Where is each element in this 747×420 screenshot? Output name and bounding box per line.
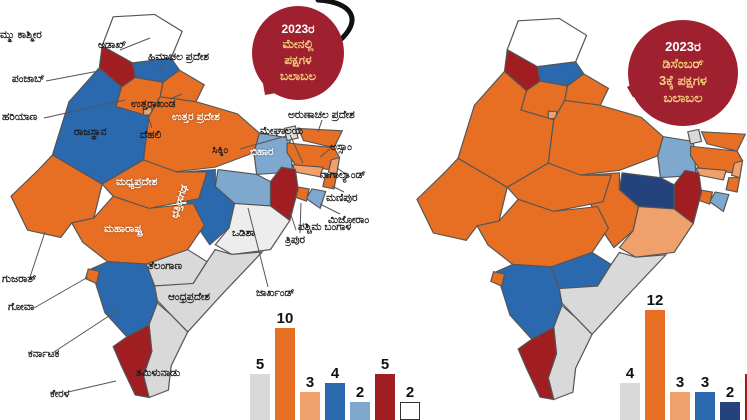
chart-bar-group: 10	[275, 310, 295, 420]
bar-value: 3	[305, 374, 315, 392]
bubble-line: 2023ರ	[665, 39, 701, 55]
chart-bar-group: 3	[670, 374, 690, 420]
bar-value: 5	[380, 356, 390, 373]
bubble-line: 2023ರ	[281, 21, 315, 36]
bubble-line: 3ಕ್ಕೆ ಪಕ್ಷಗಳ	[659, 73, 707, 88]
state-up	[142, 96, 261, 173]
state-mz	[708, 191, 730, 213]
bubble-line: ಪಕ್ಷಗಳ	[284, 53, 312, 67]
bar-value: 12	[646, 291, 664, 309]
bar	[325, 383, 345, 420]
chart-bar-group: 3	[300, 374, 320, 420]
state-ga	[490, 271, 506, 287]
chart-bar-group: 4	[325, 365, 345, 420]
chart-bar-group: 3	[695, 374, 715, 420]
title-bubble-december-2023: 2023ರ ಡಿಸೆಂಬರ್ 3ಕ್ಕೆ ಪಕ್ಷಗಳ ಬಲಾಬಲ	[615, 20, 738, 126]
state-ap	[558, 251, 668, 336]
state-gj	[416, 157, 508, 241]
bar	[275, 328, 295, 420]
india-map-may-2023	[10, 13, 344, 399]
bar-value: 4	[625, 365, 635, 383]
bar-value: 5	[255, 356, 265, 373]
state-kl	[112, 323, 153, 399]
state-ml	[291, 164, 324, 178]
bar	[745, 374, 747, 420]
bar-value: 3	[675, 374, 685, 392]
bar	[375, 374, 395, 420]
state-sk	[283, 125, 299, 142]
chart-bar-group: 4	[620, 365, 640, 420]
bubble-line: ಮೇನಲ್ಲಿ	[282, 37, 314, 52]
party-seat-bar-chart-may: 5 10 3 4 2 5 2	[250, 286, 428, 420]
chart-bar-group: 2	[720, 384, 740, 420]
title-bubble-may-2023: 2023ರ ಮೇನಲ್ಲಿ ಪಕ್ಷಗಳ ಬಲಾಬಲ	[252, 6, 344, 108]
bar	[350, 401, 370, 420]
state-mz	[305, 188, 327, 210]
bar	[400, 401, 420, 420]
bar-value: 2	[725, 383, 735, 401]
bubble-line: ಬಲಾಬಲ	[663, 89, 703, 105]
chart-bar-group: 2	[350, 384, 370, 420]
bar	[250, 374, 270, 420]
bar-value: 10	[276, 310, 294, 327]
state-mh	[70, 195, 205, 265]
chart-bar-group: 5	[250, 356, 270, 420]
state-mh	[476, 198, 610, 268]
bar-value: 2	[405, 383, 415, 401]
state-mn	[725, 177, 741, 193]
state-ga	[84, 268, 101, 285]
state-ml	[695, 167, 727, 181]
bar	[645, 309, 665, 420]
state-mn	[322, 173, 338, 190]
bar	[300, 392, 320, 420]
chart-bar-group: 12	[645, 292, 665, 420]
bubble-line: ಡಿಸೆಂಬರ್	[662, 56, 704, 72]
bar-value: 3	[700, 374, 710, 392]
state-gj	[10, 154, 103, 239]
bar	[720, 401, 740, 420]
bar-value: 2	[355, 383, 365, 401]
party-seat-bar-chart-december: 4123325	[620, 286, 747, 420]
state-sk	[687, 128, 703, 145]
state-kl	[517, 326, 558, 401]
india-map-december-2023	[416, 17, 747, 401]
chart-bar-group: 5	[745, 356, 747, 420]
bar	[620, 383, 640, 420]
bubble-line: ಬಲಾಬಲ	[279, 68, 317, 83]
state-od	[618, 205, 695, 258]
bar-value: 4	[330, 365, 340, 383]
chart-bar-group: 5	[375, 356, 395, 420]
bar	[695, 392, 715, 420]
chart-bar-group: 2	[400, 384, 420, 420]
bar	[670, 392, 690, 420]
